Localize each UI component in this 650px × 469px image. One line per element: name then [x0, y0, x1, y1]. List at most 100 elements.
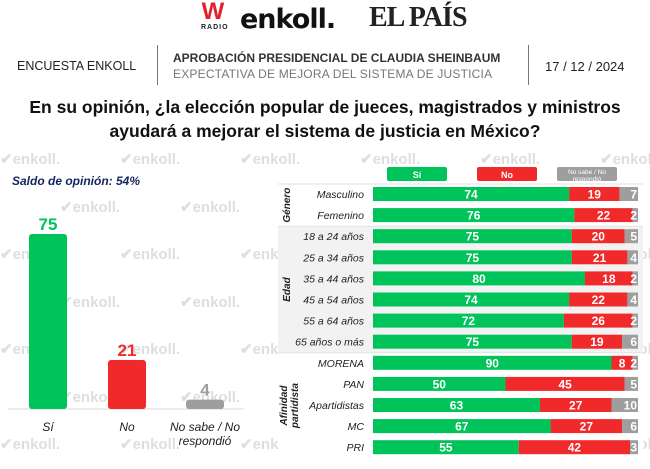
stacked-segment: [622, 334, 638, 349]
row-label: 65 años o más: [295, 337, 365, 349]
legend-label: No: [501, 170, 513, 180]
stacked-segment: [550, 419, 623, 434]
segment-value-label: 72: [462, 314, 476, 328]
stacked-segment: [563, 313, 633, 328]
stacked-segment: [373, 419, 551, 434]
enkoll-logo: enkoll.: [240, 4, 336, 35]
segment-value-label: 10: [624, 399, 638, 413]
group-band: [278, 226, 643, 353]
segment-value-label: 27: [580, 420, 594, 434]
stacked-segment: [632, 313, 638, 328]
stacked-segment: [373, 376, 506, 391]
segment-value-label: 19: [588, 188, 602, 202]
segment-value-label: 4: [630, 293, 637, 307]
stacked-segment: [571, 229, 625, 244]
segment-value-label: 76: [467, 209, 481, 223]
stacked-segment: [571, 334, 623, 349]
segment-value-label: 20: [592, 230, 606, 244]
stacked-segment: [611, 398, 638, 412]
row-label: Masculino: [317, 189, 364, 201]
survey-label: ENCUESTA ENKOLL: [17, 59, 137, 73]
row-label: 55 a 64 años: [303, 316, 364, 328]
el-pais-logo: EL PAÍS: [369, 2, 468, 33]
row-label: PRI: [346, 442, 364, 454]
stacked-segment: [373, 292, 570, 307]
segment-value-label: 63: [450, 399, 464, 413]
segment-value-label: 21: [593, 251, 607, 265]
stacked-segment: [585, 271, 633, 286]
row-label: MORENA: [318, 358, 364, 370]
segment-value-label: 6: [630, 335, 637, 349]
logos-bar: W RADIO enkoll. EL PAÍS: [0, 0, 650, 40]
stacked-segment: [505, 376, 625, 391]
legend-swatch: [477, 167, 537, 181]
group-label: Género: [282, 188, 293, 223]
legend-swatch: [557, 167, 617, 181]
question-line-2: ayudará a mejorar el sistema de justicia…: [109, 121, 541, 141]
segment-value-label: 42: [568, 441, 582, 455]
stacked-segment: [373, 334, 572, 349]
saldo-de-opinion: Saldo de opinión: 54%: [12, 174, 141, 188]
segment-value-label: 75: [466, 230, 480, 244]
header: ENCUESTA ENKOLL APROBACIÓN PRESIDENCIAL …: [0, 45, 650, 88]
stacked-segment: [373, 250, 572, 265]
row-label: Femenino: [317, 210, 364, 222]
stacked-segment: [373, 355, 612, 370]
stacked-segment: [569, 187, 620, 201]
segment-value-label: 7: [630, 188, 637, 202]
segment-value-label: 22: [597, 209, 611, 223]
stacked-segment: [373, 398, 540, 412]
stacked-segment: [622, 419, 638, 434]
stacked-segment: [624, 229, 638, 244]
segment-value-label: 67: [455, 420, 469, 434]
segment-value-label: 26: [592, 314, 606, 328]
segment-value-label: 74: [464, 293, 478, 307]
w-radio-logo-sub: RADIO: [201, 24, 229, 31]
stacked-segment: [632, 355, 638, 370]
stacked-segment: [571, 250, 628, 265]
row-label: PAN: [343, 379, 364, 391]
legend-label: respondió: [573, 176, 602, 183]
header-date: 17 / 12 / 2024: [545, 59, 625, 74]
w-radio-logo-letter: W: [201, 0, 225, 25]
segment-value-label: 2: [630, 314, 637, 328]
segment-value-label: 4: [630, 251, 637, 265]
segment-value-label: 19: [590, 335, 604, 349]
segment-value-label: 27: [569, 399, 583, 413]
segment-value-label: 50: [433, 377, 447, 391]
stacked-segment: [619, 187, 638, 201]
segment-value-label: 22: [592, 293, 606, 307]
segment-value-label: 8: [619, 356, 626, 370]
row-label: MC: [348, 421, 365, 433]
stacked-segment: [373, 187, 570, 201]
question-line-1: En su opinión, ¿la elección popular de j…: [29, 97, 621, 117]
stacked-segment: [373, 440, 519, 455]
stacked-segment: [373, 229, 572, 244]
stacked-segment: [518, 440, 631, 455]
category-label: Sí: [42, 420, 55, 434]
segment-value-label: 75: [466, 251, 480, 265]
bar-0: [29, 234, 67, 409]
row-label: 18 a 24 años: [303, 231, 364, 243]
segment-value-label: 90: [486, 356, 500, 370]
row-label: 45 a 54 años: [303, 295, 364, 307]
category-label: respondió: [179, 434, 232, 448]
stacked-segment: [373, 313, 564, 328]
category-label: No sabe / No: [170, 420, 240, 434]
header-divider: [528, 45, 529, 85]
segment-value-label: 75: [466, 335, 480, 349]
bar-1: [108, 360, 146, 409]
segment-value-label: 6: [630, 420, 637, 434]
stacked-segment: [624, 376, 638, 391]
segment-value-label: 2: [630, 356, 637, 370]
stacked-segment: [373, 208, 575, 223]
header-title: APROBACIÓN PRESIDENCIAL DE CLAUDIA SHEIN…: [173, 51, 501, 65]
stacked-segment: [632, 271, 638, 286]
stacked-segment: [632, 208, 638, 223]
stacked-segment: [627, 250, 638, 265]
segment-value-label: 5: [630, 230, 637, 244]
segment-value-label: 2: [630, 272, 637, 286]
legend-label: Sí: [413, 170, 422, 180]
stacked-segment: [373, 271, 585, 286]
